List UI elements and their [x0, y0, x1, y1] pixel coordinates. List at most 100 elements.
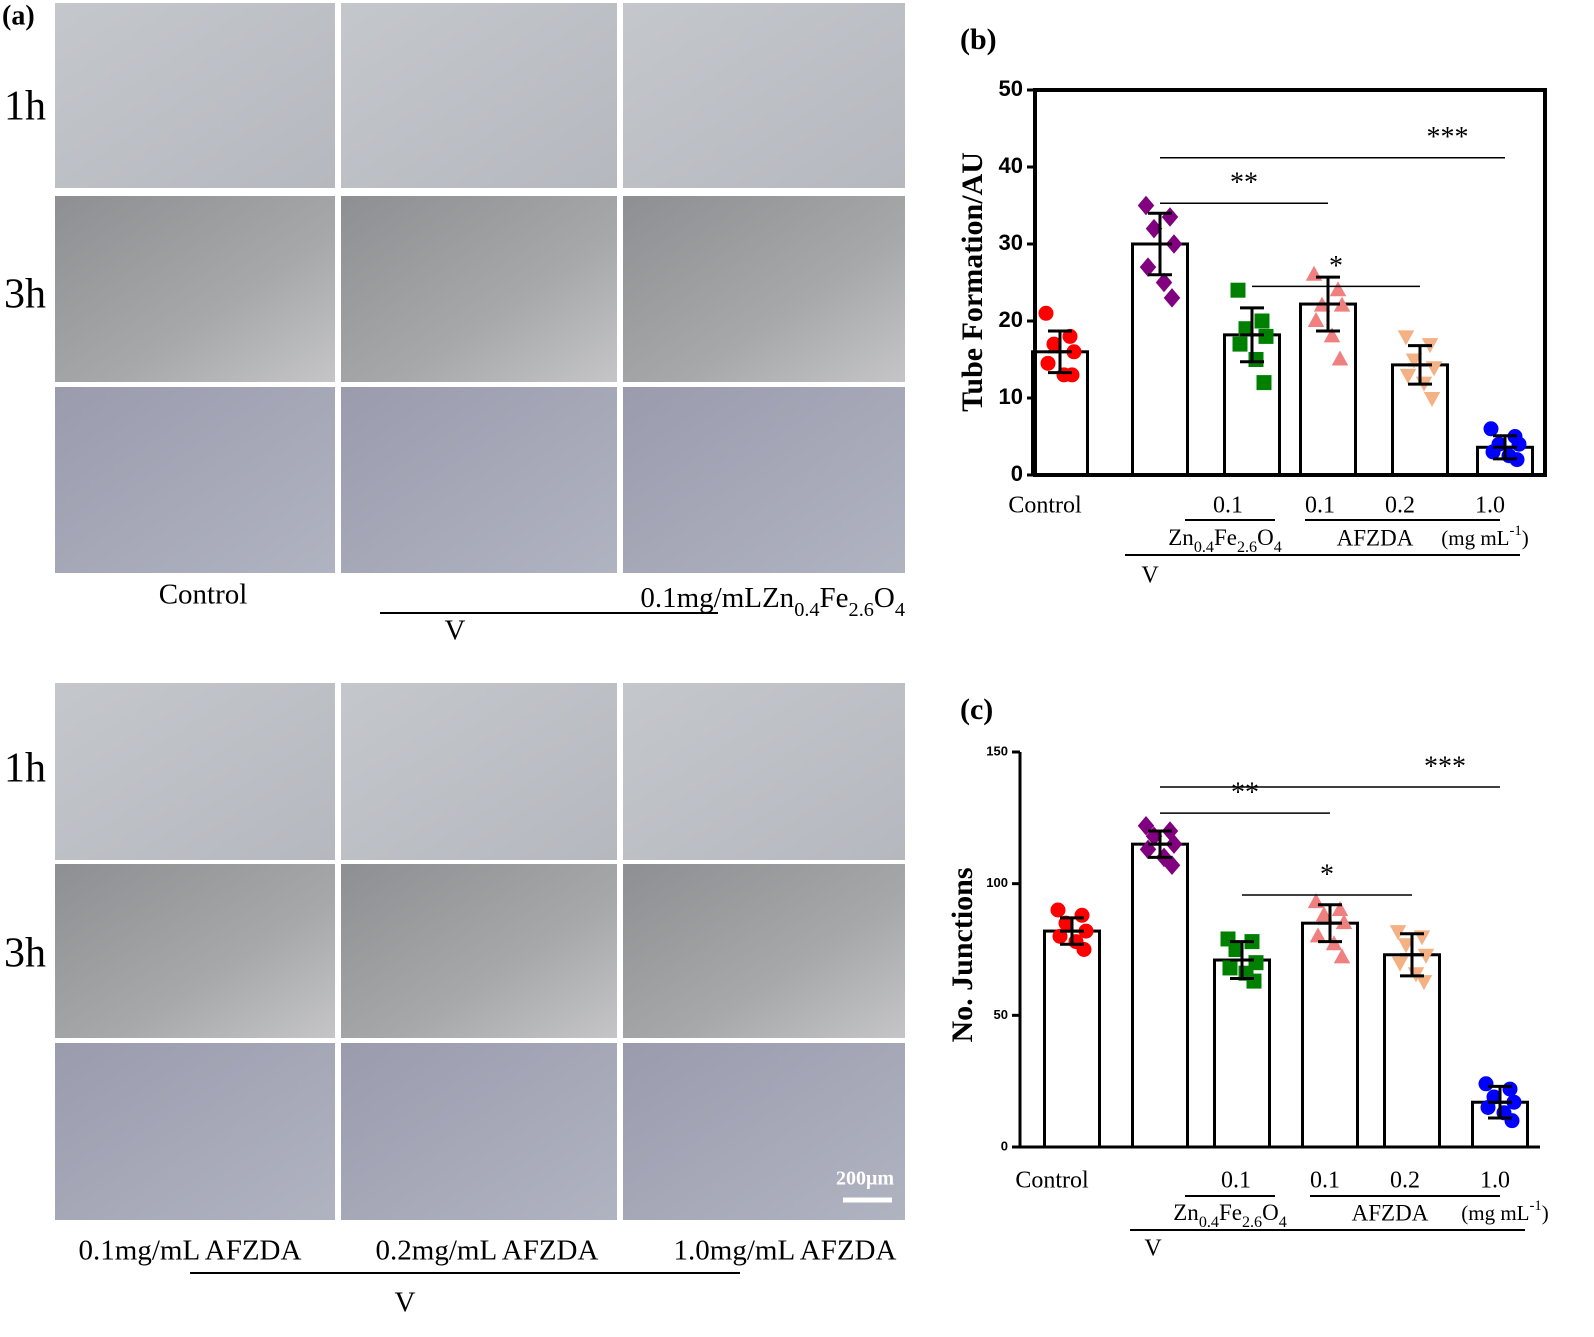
data-point [1307, 312, 1325, 327]
data-point [1397, 938, 1415, 954]
data-point [1309, 927, 1327, 943]
data-point [1415, 975, 1433, 991]
significance-label: * [1320, 859, 1334, 890]
caption: 0.2mg/mL AFZDA [376, 1235, 599, 1267]
significance-label: *** [1424, 751, 1466, 782]
x-tick-label: 0.1 [1213, 493, 1243, 519]
caption: 0.1mg/mL AFZDA [79, 1235, 302, 1267]
significance-label: * [1329, 251, 1343, 282]
group-label: V [1141, 563, 1159, 589]
data-point [1222, 960, 1238, 976]
group-label: V [395, 1287, 416, 1319]
data-point [1502, 1081, 1518, 1097]
data-point [1331, 350, 1349, 366]
row-label: 3h [4, 272, 46, 318]
data-point [1423, 392, 1441, 407]
text-part: 4 [1279, 1214, 1287, 1231]
x-tick-label: 0.2 [1385, 493, 1415, 519]
significance-label: ** [1231, 778, 1259, 809]
data-point [1405, 353, 1423, 369]
text-part: Zn [1173, 1200, 1199, 1225]
micrograph [341, 864, 617, 1038]
micrographs [55, 3, 905, 1220]
group-label: (mg mL-1) [1441, 523, 1529, 549]
data-point [1417, 948, 1435, 964]
data-point [1163, 288, 1181, 308]
micrograph [341, 196, 617, 382]
text-part: -1 [1510, 523, 1522, 539]
error-bar [1400, 932, 1424, 978]
data-point [1256, 375, 1272, 391]
data-point [1504, 1113, 1520, 1129]
micrograph [55, 387, 335, 573]
data-point [1389, 925, 1407, 941]
y-tick-label: 50 [994, 1007, 1008, 1022]
text-part: -1 [1530, 1198, 1542, 1214]
text-part: ) [1522, 526, 1529, 550]
data-point [1155, 272, 1173, 293]
micrograph [55, 1043, 335, 1220]
error-bar [1408, 344, 1432, 386]
error-bar [1488, 1084, 1512, 1120]
data-point [1165, 234, 1183, 254]
y-tick-label: 20 [999, 307, 1023, 332]
x-tick-label: 1.0 [1480, 1168, 1510, 1194]
text-part: 0.4 [1194, 539, 1214, 556]
data-point [1331, 901, 1349, 916]
data-point [1335, 914, 1353, 930]
plot-frame [1033, 88, 1547, 477]
row-label: 3h [4, 931, 46, 977]
data-point [1064, 367, 1080, 383]
text-part: 0.1mg/mL [640, 582, 762, 614]
row-label: 1h [4, 746, 46, 792]
text-part: Fe [820, 582, 849, 614]
data-point [1046, 336, 1062, 352]
data-point [1230, 282, 1246, 298]
data-point [1246, 973, 1262, 989]
text-part: 0.4 [794, 599, 819, 621]
data-point [1511, 436, 1527, 452]
micrograph [55, 3, 335, 188]
text-part: 2.6 [1242, 1214, 1262, 1231]
group-label: AFZDA [1337, 525, 1414, 550]
data-point [1165, 834, 1183, 854]
error-bar [1148, 829, 1172, 859]
data-point [1391, 956, 1409, 972]
group-label: Zn0.4Fe2.6O4 [1168, 525, 1281, 556]
data-point [1074, 907, 1090, 923]
text-part: Zn [1168, 525, 1194, 550]
bar [1043, 929, 1101, 1149]
data-point [1323, 327, 1341, 343]
data-point [1062, 328, 1078, 344]
data-point [1480, 1100, 1496, 1115]
group-label: Zn0.4Fe2.6O4 [1173, 1200, 1286, 1231]
micrograph [623, 683, 905, 860]
group-label: (mg mL-1) [1461, 1198, 1549, 1224]
text-part: ) [1542, 1201, 1549, 1225]
bar [1383, 953, 1441, 1149]
data-point [1258, 328, 1274, 344]
y-tick-label: 30 [999, 230, 1023, 255]
y-tick-label: 40 [999, 153, 1023, 178]
text-part: 2.6 [849, 599, 874, 621]
error-bar [1493, 434, 1517, 461]
error-bar [1318, 903, 1342, 944]
y-axis-label: Tube Formation/AU [956, 152, 989, 412]
data-point [1139, 257, 1157, 277]
text-part: Fe [1219, 1200, 1242, 1225]
data-point [1228, 942, 1244, 957]
caption: Control [159, 579, 248, 611]
data-point [1066, 344, 1082, 360]
text-part: (mg mL [1441, 526, 1509, 550]
group-label: AFZDA [1352, 1200, 1429, 1225]
bar [1301, 921, 1359, 1149]
micrograph [623, 196, 905, 382]
text-part: O [1257, 525, 1274, 550]
data-point [1399, 368, 1417, 384]
y-tick-label: 100 [986, 875, 1008, 890]
data-point [1232, 336, 1248, 352]
data-point [1315, 906, 1333, 922]
micrograph [623, 864, 905, 1038]
text-part: O [1262, 1200, 1279, 1225]
